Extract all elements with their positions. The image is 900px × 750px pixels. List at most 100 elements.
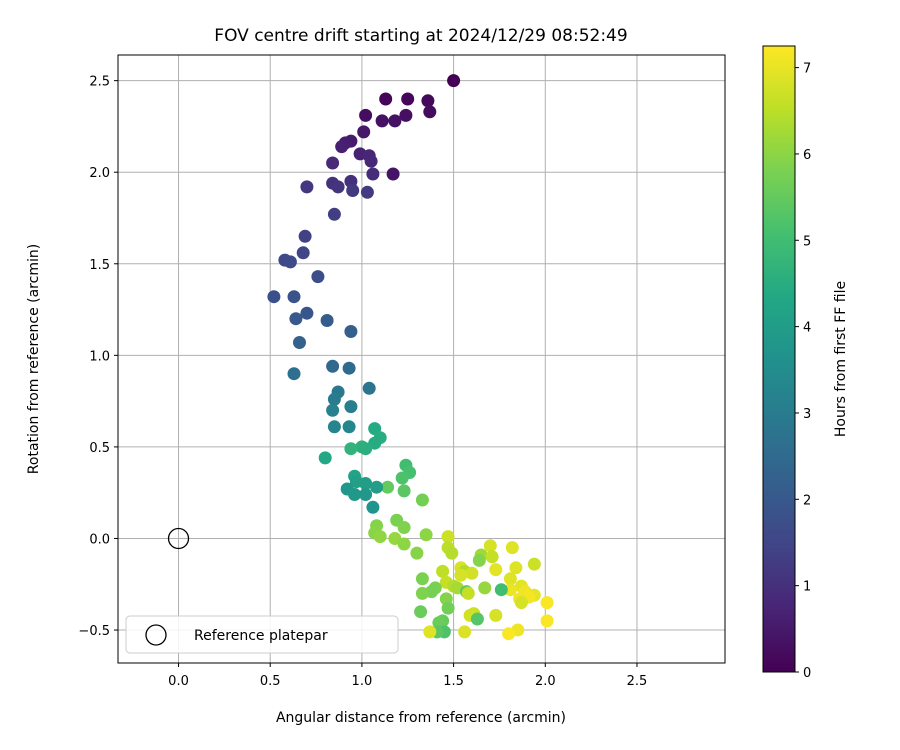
x-tick-label: 0.5 [260,674,281,689]
plot-area: 0.0 0.5 1.0 1.5 2.0 2.5 −0.5 0.0 0.5 1.0 1.5 2.0 2.… [78,54,726,689]
scatter-point [359,108,373,122]
scatter-point [502,627,516,641]
scatter-point [472,553,486,567]
x-tick-label: 1.5 [443,674,464,689]
scatter-point [414,605,428,619]
scatter-point [415,572,429,586]
scatter-point [540,596,554,610]
scatter-point [381,480,395,494]
scatter-point [342,361,356,375]
x-tick-label: 1.0 [352,674,373,689]
colorbar-tick-label: 5 [803,234,811,249]
colorbar: 0 1 2 3 4 5 6 7 Hours from first FF file [762,45,849,681]
scatter-point [489,608,503,622]
scatter-point [366,167,380,181]
scatter-point [441,601,455,615]
scatter-point [287,367,301,381]
colorbar-tick-label: 6 [803,148,811,163]
scatter-point [283,255,297,269]
scatter-point [327,207,341,221]
scatter-point [293,336,306,349]
scatter-point [320,314,334,327]
legend: Reference platepar [125,615,399,654]
scatter-point [419,528,433,542]
scatter-point [421,94,435,108]
scatter-point [483,539,497,553]
x-axis-label: Angular distance from reference (arcmin) [276,710,566,726]
scatter-point [359,477,373,490]
scatter-points [267,74,554,641]
scatter-point [447,74,461,88]
scatter-point [401,92,415,106]
x-tick-label: 0.0 [168,674,189,689]
scatter-point [503,572,517,586]
colorbar-tick-label: 0 [803,666,811,681]
scatter-point [395,471,409,485]
scatter-point [360,185,374,199]
scatter-point [326,156,340,170]
y-tick-label: −0.5 [78,624,110,639]
scatter-point [415,493,429,507]
scatter-point [331,180,345,194]
legend-reference-marker [145,624,167,646]
scatter-point [379,92,393,106]
scatter-point [527,557,541,571]
x-ticks: 0.0 0.5 1.0 1.5 2.0 2.5 [168,663,647,689]
scatter-point [386,167,400,181]
scatter-point [289,312,303,326]
colorbar-gradient [762,45,796,673]
plot-background [118,55,725,663]
scatter-point [298,229,312,243]
colorbar-tick-label: 3 [803,407,811,422]
y-axis-label: Rotation from reference (arcmin) [26,244,42,474]
scatter-point [359,442,373,456]
scatter-point [423,105,437,119]
scatter-point [503,583,517,597]
x-tick-label: 2.5 [627,674,648,689]
scatter-point [540,614,554,628]
scatter-point [470,612,484,626]
scatter-point [397,537,411,551]
scatter-point [366,500,380,514]
scatter-point [514,596,528,610]
x-tick-label: 2.0 [535,674,556,689]
scatter-point [478,581,492,595]
scatter-point [364,154,378,168]
scatter-point [505,541,519,555]
scatter-point [348,488,362,501]
colorbar-label: Hours from first FF file [833,281,849,437]
colorbar-tick-label: 4 [803,321,811,336]
y-ticks: −0.5 0.0 0.5 1.0 1.5 2.0 2.5 [78,75,118,639]
scatter-point [357,125,371,139]
y-tick-label: 2.5 [89,75,110,90]
colorbar-tick-label: 1 [803,580,811,595]
scatter-point [410,546,424,560]
scatter-point [489,563,503,577]
scatter-point [375,114,389,128]
colorbar-tick-label: 7 [803,62,811,77]
scatter-point [454,568,468,582]
scatter-point [458,625,472,639]
scatter-point [423,625,437,639]
scatter-point [296,246,310,260]
colorbar-tick-label: 2 [803,493,811,508]
scatter-point [287,290,301,304]
scatter-point [445,546,459,560]
scatter-point [327,392,341,406]
scatter-point [397,521,411,534]
scatter-point [318,451,332,465]
scatter-point [327,420,341,434]
chart-title: FOV centre drift starting at 2024/12/29 … [214,26,627,46]
y-tick-label: 1.5 [89,258,110,273]
scatter-point [494,583,508,597]
scatter-point [300,180,314,194]
scatter-point [311,270,325,284]
reference-marker [167,527,190,550]
scatter-point [267,290,281,304]
scatter-point [362,381,376,395]
scatter-point [342,420,356,434]
scatter-point [397,484,411,498]
legend-reference-label: Reference platepar [194,628,328,644]
legend-box [125,615,399,654]
